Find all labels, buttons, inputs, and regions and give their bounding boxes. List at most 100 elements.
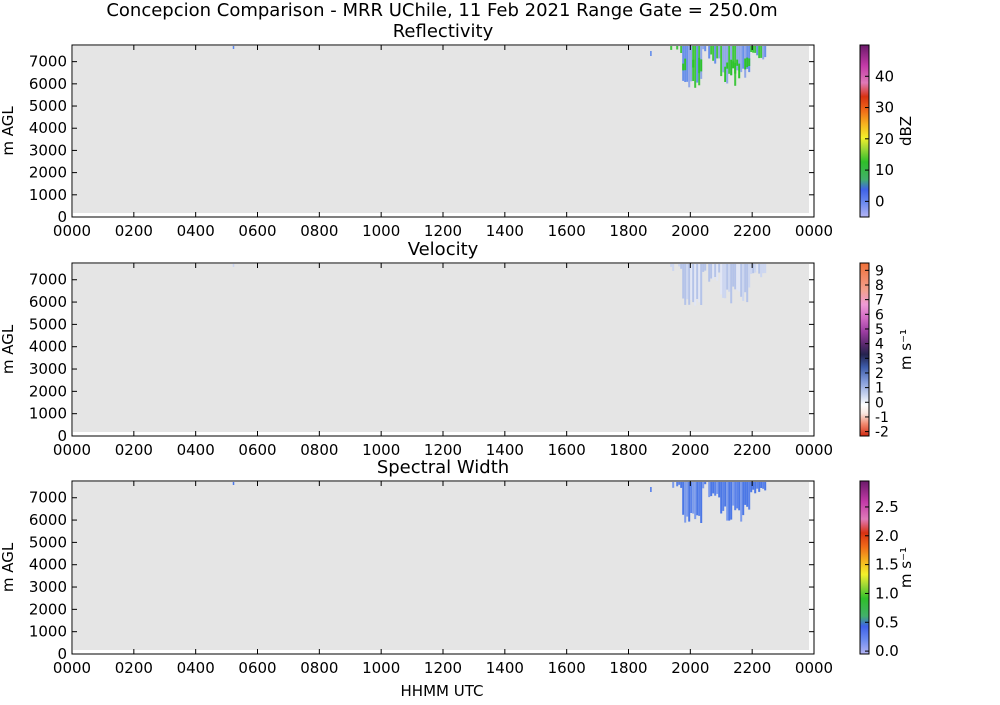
reflectivity-echo-core: [732, 61, 735, 69]
spectral-width-colorbar-tick-label: 1.0: [875, 584, 899, 602]
spectral-width-ytick-label: 7000: [29, 489, 67, 507]
reflectivity-echo-cell: [762, 46, 765, 60]
reflectivity-echo-cell: [738, 46, 741, 71]
velocity-colorbar-tick-label: 4: [875, 337, 884, 353]
reflectivity-echo-cell: [696, 46, 699, 83]
reflectivity-echo-cell: [702, 46, 705, 50]
velocity-echo-cell: [710, 264, 713, 279]
reflectivity-echo-cell: [680, 46, 683, 53]
velocity-xtick-label: 1800: [609, 441, 647, 459]
velocity-echo-cell: [758, 264, 761, 274]
spectral-width-echo-cell: [702, 482, 705, 489]
reflectivity-xtick-label: 0400: [177, 222, 215, 240]
reflectivity-echo-cell: [712, 46, 715, 61]
velocity-echo-cell: [712, 264, 715, 280]
spectral-width-echo-cell: [734, 482, 737, 511]
spectral-width-echo-cell: [758, 482, 761, 492]
reflectivity-xtick-label: 0600: [238, 222, 276, 240]
velocity-echo-cell: [732, 264, 735, 287]
reflectivity-echo-cell: [694, 46, 697, 88]
reflectivity-echo-core: [746, 57, 749, 68]
spectral-width-echo-cell: [716, 482, 719, 494]
spectral-width-xtick-label: 1800: [609, 659, 647, 677]
reflectivity-ytick-label: 1000: [29, 186, 67, 204]
velocity-echo-cell: [680, 264, 683, 269]
velocity-colorbar-tick-label: 7: [875, 293, 884, 309]
spectral-width-echo-cell: [710, 482, 713, 497]
velocity-xtick-label: 0000: [53, 441, 91, 459]
velocity-echo-cell: [686, 264, 689, 300]
reflectivity-echo-cell: [736, 46, 739, 71]
velocity-echo-cell: [764, 264, 767, 274]
reflectivity-echo-core: [748, 58, 751, 66]
reflectivity-ytick-label: 2000: [29, 164, 67, 182]
velocity-ytick-label: 7000: [29, 271, 67, 289]
spectral-width-echo-cell: [682, 482, 685, 515]
velocity-echo-cell: [694, 264, 697, 306]
spectral-width-xtick-label: 1400: [486, 659, 524, 677]
spectral-width-colorbar-tick-label: 2.5: [875, 498, 899, 516]
reflectivity-ylabel: m AGL: [0, 106, 17, 156]
velocity-echo-cell: [714, 264, 717, 277]
spectral-width-echo-cell: [738, 482, 741, 511]
spectral-width-xtick-label: 2000: [671, 659, 709, 677]
velocity-echo-cell: [678, 264, 681, 267]
spectral-width-echo-cell: [728, 482, 731, 521]
velocity-colorbar-tick-label: 3: [875, 351, 884, 367]
spectral-width-xtick-label: 0200: [115, 659, 153, 677]
spectral-width-xtick-label: 0400: [177, 659, 215, 677]
spectral-width-echo-cell: [742, 482, 745, 516]
velocity-ytick-label: 1000: [29, 405, 67, 423]
spectral-width-echo-cell: [698, 482, 701, 516]
reflectivity-echo-core: [744, 58, 747, 70]
velocity-echo-cell: [698, 264, 701, 303]
reflectivity-xtick-label: 0000: [795, 222, 833, 240]
spectral-width-colorbar-tick-label: 2.0: [875, 527, 899, 545]
spectral-width-echo-cell: [724, 482, 727, 507]
spectral-width-echo-cell: [720, 482, 723, 514]
spectral-width-echo-cell: [700, 482, 703, 523]
reflectivity-colorbar-tick-label: 30: [875, 99, 894, 117]
velocity-ytick-label: 0: [57, 427, 67, 445]
reflectivity-xtick-label: 2000: [671, 222, 709, 240]
spectral-width-echo-speck: [650, 487, 652, 492]
reflectivity-echo-cell: [710, 46, 713, 55]
velocity-echo-cell: [742, 264, 745, 301]
velocity-colorbar-tick-label: 2: [875, 366, 884, 382]
reflectivity-echo-cell: [682, 46, 685, 81]
spectral-width-echo-cell: [696, 482, 699, 516]
reflectivity-echo-core: [698, 57, 701, 74]
spectral-width-echo-cell: [764, 482, 767, 491]
velocity-echo-cell: [724, 264, 727, 299]
reflectivity-echo-speck: [650, 51, 652, 56]
spectral-width-ylabel: m AGL: [0, 542, 17, 592]
velocity-echo-cell: [682, 264, 685, 299]
velocity-colorbar-tick-label: 1: [875, 381, 884, 397]
figure-suptitle: Concepcion Comparison - MRR UChile, 11 F…: [106, 0, 777, 21]
velocity-ylabel: m AGL: [0, 324, 17, 374]
spectral-width-xtick-label: 0000: [53, 659, 91, 677]
spectral-width-echo-cell: [736, 482, 739, 509]
spectral-width-ytick-label: 6000: [29, 511, 67, 529]
reflectivity-echo-cell: [722, 46, 725, 73]
reflectivity-xtick-label: 0800: [300, 222, 338, 240]
velocity-echo-cell: [728, 264, 731, 292]
velocity-ytick-label: 4000: [29, 338, 67, 356]
spectral-width-panel: Spectral Width 0000 0200 0400 0600 0800 1000 12…: [0, 457, 915, 677]
reflectivity-echo-cell: [720, 46, 723, 77]
spectral-width-echo-cell: [694, 482, 697, 520]
velocity-xtick-label: 2200: [733, 441, 771, 459]
spectral-width-echo-cell: [752, 482, 755, 490]
reflectivity-echo-core: [726, 62, 729, 69]
velocity-xtick-label: 2000: [671, 441, 709, 459]
spectral-width-echo-cell: [714, 482, 717, 496]
reflectivity-echo-cell: [754, 46, 757, 53]
velocity-colorbar-tick-label: 5: [875, 322, 884, 338]
reflectivity-colorbar: [859, 44, 870, 218]
spectral-width-ytick-label: 0: [57, 645, 67, 663]
velocity-ytick-label: 6000: [29, 293, 67, 311]
reflectivity-echo-cell: [708, 46, 711, 59]
reflectivity-echo-cell: [750, 46, 753, 52]
spectral-width-echo-speck: [232, 482, 235, 485]
